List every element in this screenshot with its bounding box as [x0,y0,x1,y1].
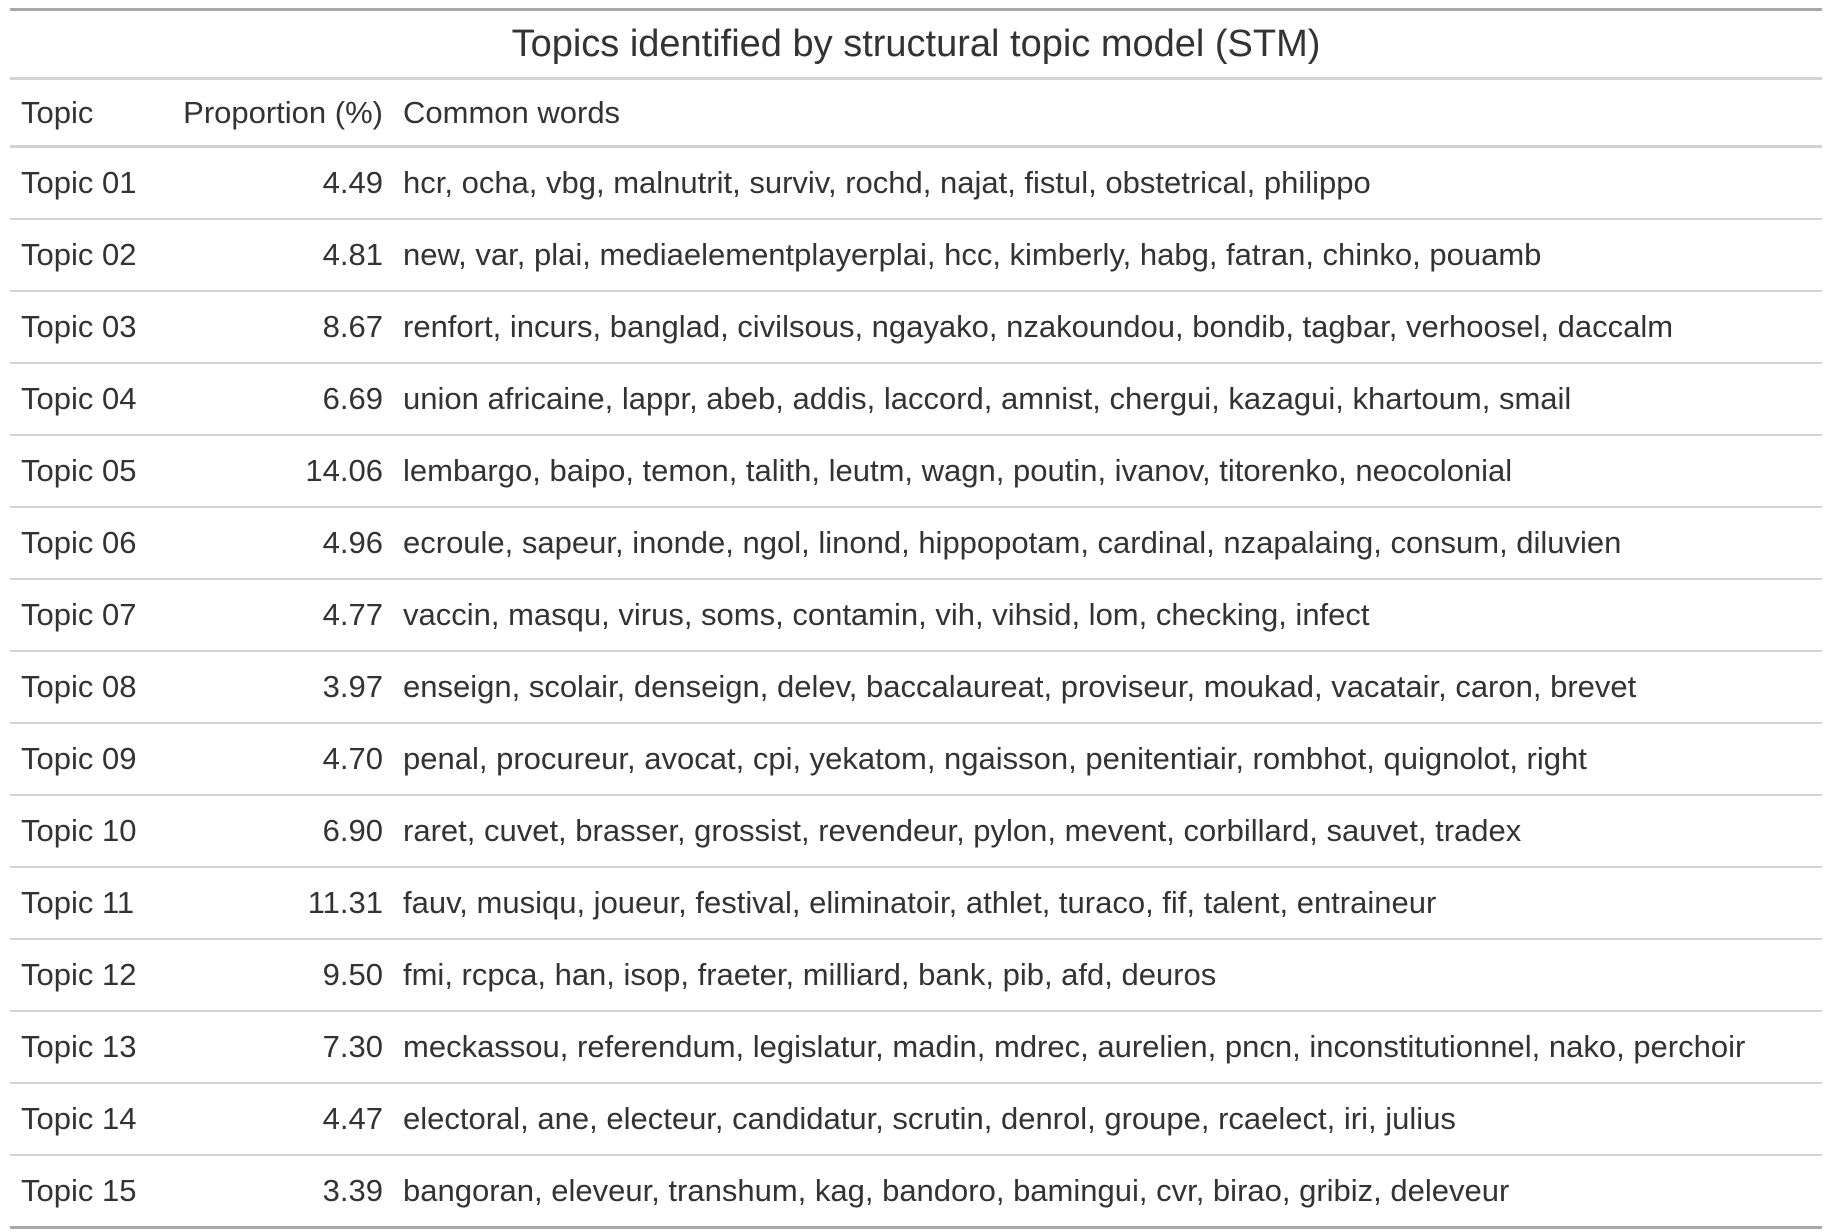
cell-common-words: renfort, incurs, banglad, civilsous, nga… [403,309,1674,344]
cell-topic: Topic 09 [21,741,137,776]
cell-topic: Topic 05 [21,453,137,488]
header-proportion: Proportion (%) [183,94,383,130]
table-row: Topic 09 4.70 penal, procureur, avocat, … [10,724,1822,796]
cell-proportion: 7.30 [322,1029,383,1064]
cell-proportion: 4.96 [322,525,383,560]
cell-topic: Topic 10 [21,813,137,848]
cell-common-words: vaccin, masqu, virus, soms, contamin, vi… [403,597,1370,632]
cell-common-words: fmi, rcpca, han, isop, fraeter, milliard… [403,957,1217,992]
cell-proportion: 4.70 [322,741,383,776]
cell-topic: Topic 14 [21,1101,137,1136]
cell-proportion: 14.06 [305,453,383,488]
cell-proportion: 3.97 [322,669,383,704]
cell-topic: Topic 08 [21,669,137,704]
table-row: Topic 07 4.77 vaccin, masqu, virus, soms… [10,580,1822,652]
cell-topic: Topic 06 [21,525,137,560]
cell-topic: Topic 07 [21,597,137,632]
table-row: Topic 04 6.69 union africaine, lappr, ab… [10,364,1822,436]
header-topic: Topic [21,94,94,130]
cell-common-words: penal, procureur, avocat, cpi, yekatom, … [403,741,1587,776]
table-row: Topic 14 4.47 electoral, ane, electeur, … [10,1084,1822,1156]
table-row: Topic 05 14.06 lembargo, baipo, temon, t… [10,436,1822,508]
cell-proportion: 9.50 [322,957,383,992]
cell-proportion: 8.67 [322,309,383,344]
cell-proportion: 4.49 [322,165,383,200]
cell-topic: Topic 12 [21,957,137,992]
cell-topic: Topic 04 [21,381,137,416]
cell-common-words: enseign, scolair, denseign, delev, bacca… [403,669,1637,704]
cell-proportion: 11.31 [307,885,383,920]
cell-proportion: 4.77 [322,597,383,632]
table-header-row: Topic Proportion (%) Common words [10,80,1822,148]
cell-common-words: bangoran, eleveur, transhum, kag, bandor… [403,1173,1510,1208]
cell-proportion: 6.69 [322,381,383,416]
header-common-words: Common words [403,94,621,130]
cell-common-words: union africaine, lappr, abeb, addis, lac… [403,381,1572,416]
cell-common-words: new, var, plai, mediaelementplayerplai, … [403,237,1542,272]
table-row: Topic 13 7.30 meckassou, referendum, leg… [10,1012,1822,1084]
top-rule [10,8,1822,11]
topics-table: Topics identified by structural topic mo… [10,8,1822,1229]
table-row: Topic 02 4.81 new, var, plai, mediaeleme… [10,220,1822,292]
table-row: Topic 15 3.39 bangoran, eleveur, transhu… [10,1156,1822,1229]
title-rule [10,77,1822,80]
table-row: Topic 01 4.49 hcr, ocha, vbg, malnutrit,… [10,148,1822,220]
table-row: Topic 12 9.50 fmi, rcpca, han, isop, fra… [10,940,1822,1012]
table-row: Topic 06 4.96 ecroule, sapeur, inonde, n… [10,508,1822,580]
table-row: Topic 11 11.31 fauv, musiqu, joueur, fes… [10,868,1822,940]
cell-topic: Topic 11 [21,885,135,920]
cell-topic: Topic 15 [21,1173,137,1208]
cell-topic: Topic 01 [21,165,137,200]
cell-common-words: hcr, ocha, vbg, malnutrit, surviv, rochd… [403,165,1371,200]
cell-common-words: ecroule, sapeur, inonde, ngol, linond, h… [403,525,1622,560]
cell-common-words: raret, cuvet, brasser, grossist, revende… [403,813,1522,848]
cell-proportion: 3.39 [322,1173,383,1208]
cell-common-words: meckassou, referendum, legislatur, madin… [403,1029,1746,1064]
cell-proportion: 4.47 [322,1101,383,1136]
cell-common-words: electoral, ane, electeur, candidatur, sc… [403,1101,1456,1136]
table-row: Topic 08 3.97 enseign, scolair, denseign… [10,652,1822,724]
table-row: Topic 10 6.90 raret, cuvet, brasser, gro… [10,796,1822,868]
table-row: Topic 03 8.67 renfort, incurs, banglad, … [10,292,1822,364]
table-title: Topics identified by structural topic mo… [511,23,1321,65]
cell-topic: Topic 03 [21,309,137,344]
cell-common-words: fauv, musiqu, joueur, festival, eliminat… [403,885,1437,920]
cell-proportion: 6.90 [322,813,383,848]
cell-topic: Topic 02 [21,237,137,272]
cell-proportion: 4.81 [322,237,383,272]
cell-common-words: lembargo, baipo, temon, talith, leutm, w… [403,453,1513,488]
cell-topic: Topic 13 [21,1029,137,1064]
